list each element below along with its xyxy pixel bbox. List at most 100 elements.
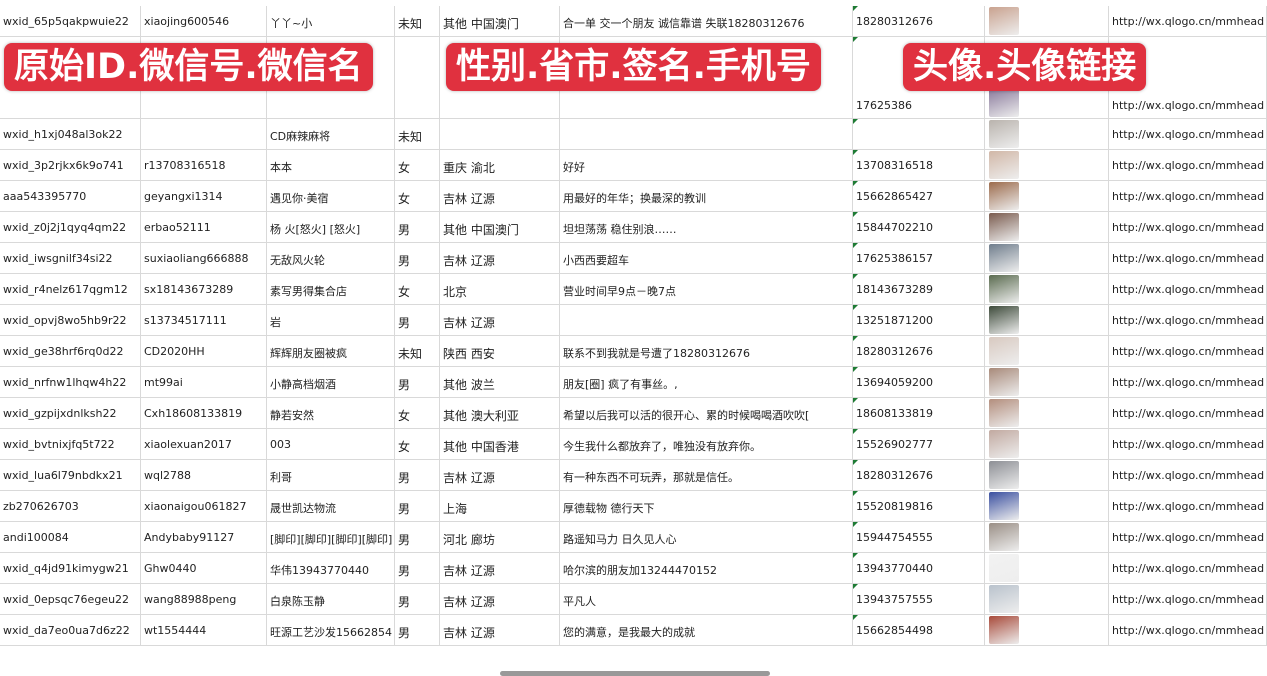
region-cell[interactable]: 上海 [440, 491, 560, 521]
wechat-name-cell[interactable]: 素写男得集合店 [267, 274, 395, 304]
avatar-url-cell[interactable]: http://wx.qlogo.cn/mmhead [1109, 584, 1267, 614]
avatar-cell[interactable] [985, 305, 1109, 335]
wechat-name-cell[interactable]: CD麻辣麻将 [267, 119, 395, 149]
original-id-cell[interactable]: wxid_gzpijxdnlksh22 [0, 398, 141, 428]
original-id-cell[interactable]: wxid_0epsqc76egeu22 [0, 584, 141, 614]
gender-cell[interactable]: 男 [395, 615, 440, 645]
original-id-cell[interactable]: wxid_r4nelz617qgm12 [0, 274, 141, 304]
avatar-cell[interactable] [985, 429, 1109, 459]
avatar-cell[interactable] [985, 398, 1109, 428]
wechat-id-cell[interactable]: wt1554444 [141, 615, 267, 645]
avatar-url-cell[interactable]: http://wx.qlogo.cn/mmhead [1109, 305, 1267, 335]
signature-cell[interactable] [560, 119, 853, 149]
avatar-cell[interactable] [985, 150, 1109, 180]
phone-cell[interactable]: 13694059200 [853, 367, 985, 397]
avatar-url-cell[interactable]: http://wx.qlogo.cn/mmhead [1109, 522, 1267, 552]
avatar-url-cell[interactable]: http://wx.qlogo.cn/mmhead [1109, 336, 1267, 366]
avatar-cell[interactable] [985, 491, 1109, 521]
wechat-id-cell[interactable]: sx18143673289 [141, 274, 267, 304]
original-id-cell[interactable]: wxid_z0j2j1qyq4qm22 [0, 212, 141, 242]
wechat-name-cell[interactable]: 白泉陈玉静 [267, 584, 395, 614]
avatar-url-cell[interactable]: http://wx.qlogo.cn/mmhead [1109, 553, 1267, 583]
original-id-cell[interactable]: andi100084 [0, 522, 141, 552]
original-id-cell[interactable]: wxid_nrfnw1lhqw4h22 [0, 367, 141, 397]
region-cell[interactable]: 吉林 辽源 [440, 243, 560, 273]
region-cell[interactable]: 河北 廊坊 [440, 522, 560, 552]
signature-cell[interactable]: 朋友[圈] 疯了有事丝。, [560, 367, 853, 397]
region-cell[interactable]: 陕西 西安 [440, 336, 560, 366]
avatar-cell[interactable] [985, 553, 1109, 583]
avatar-url-cell[interactable]: http://wx.qlogo.cn/mmhead [1109, 367, 1267, 397]
gender-cell[interactable]: 男 [395, 460, 440, 490]
region-cell[interactable]: 吉林 辽源 [440, 553, 560, 583]
avatar-cell[interactable] [985, 119, 1109, 149]
region-cell[interactable]: 其他 中国澳门 [440, 212, 560, 242]
phone-cell[interactable]: 13708316518 [853, 150, 985, 180]
signature-cell[interactable]: 厚德载物 德行天下 [560, 491, 853, 521]
signature-cell[interactable]: 有一种东西不可玩弄，那就是信任。 [560, 460, 853, 490]
avatar-cell[interactable] [985, 584, 1109, 614]
region-cell[interactable] [440, 119, 560, 149]
phone-cell[interactable]: 15662865427 [853, 181, 985, 211]
wechat-name-cell[interactable]: 丫丫~小 [267, 6, 395, 36]
phone-cell[interactable]: 15844702210 [853, 212, 985, 242]
wechat-name-cell[interactable]: 旺源工艺沙发15662854 [267, 615, 395, 645]
phone-cell[interactable]: 18608133819 [853, 398, 985, 428]
region-cell[interactable]: 其他 中国香港 [440, 429, 560, 459]
signature-cell[interactable] [560, 305, 853, 335]
original-id-cell[interactable]: aaa543395770 [0, 181, 141, 211]
region-cell[interactable]: 其他 波兰 [440, 367, 560, 397]
avatar-url-cell[interactable]: http://wx.qlogo.cn/mmhead [1109, 243, 1267, 273]
original-id-cell[interactable]: wxid_ge38hrf6rq0d22 [0, 336, 141, 366]
original-id-cell[interactable]: wxid_iwsgnilf34si22 [0, 243, 141, 273]
gender-cell[interactable]: 女 [395, 274, 440, 304]
gender-cell[interactable]: 男 [395, 522, 440, 552]
gender-cell[interactable]: 男 [395, 212, 440, 242]
avatar-url-cell[interactable]: http://wx.qlogo.cn/mmhead [1109, 460, 1267, 490]
phone-cell[interactable]: 18280312676 [853, 6, 985, 36]
signature-cell[interactable]: 合一单 交一个朋友 诚信靠谱 失联18280312676 [560, 6, 853, 36]
original-id-cell[interactable]: zb270626703 [0, 491, 141, 521]
phone-cell[interactable]: 15944754555 [853, 522, 985, 552]
wechat-name-cell[interactable]: 003 [267, 429, 395, 459]
gender-cell[interactable]: 男 [395, 553, 440, 583]
signature-cell[interactable]: 坦坦荡荡 稳住别浪…… [560, 212, 853, 242]
wechat-name-cell[interactable]: 晟世凯达物流 [267, 491, 395, 521]
phone-cell[interactable]: 18143673289 [853, 274, 985, 304]
wechat-id-cell[interactable]: geyangxi1314 [141, 181, 267, 211]
phone-cell[interactable]: 17625386157 [853, 243, 985, 273]
wechat-id-cell[interactable]: s13734517111 [141, 305, 267, 335]
original-id-cell[interactable]: wxid_bvtnixjfq5t722 [0, 429, 141, 459]
original-id-cell[interactable]: wxid_opvj8wo5hb9r22 [0, 305, 141, 335]
region-cell[interactable]: 吉林 辽源 [440, 305, 560, 335]
phone-cell[interactable]: 18280312676 [853, 336, 985, 366]
region-cell[interactable]: 吉林 辽源 [440, 181, 560, 211]
region-cell[interactable]: 其他 中国澳门 [440, 6, 560, 36]
region-cell[interactable]: 吉林 辽源 [440, 584, 560, 614]
signature-cell[interactable]: 哈尔滨的朋友加13244470152 [560, 553, 853, 583]
region-cell[interactable]: 重庆 渝北 [440, 150, 560, 180]
region-cell[interactable]: 吉林 辽源 [440, 460, 560, 490]
gender-cell[interactable]: 未知 [395, 336, 440, 366]
wechat-id-cell[interactable]: suxiaoliang666888 [141, 243, 267, 273]
wechat-name-cell[interactable]: 静若安然 [267, 398, 395, 428]
signature-cell[interactable]: 用最好的年华；换最深的教训 [560, 181, 853, 211]
phone-cell[interactable]: 13943757555 [853, 584, 985, 614]
gender-cell[interactable]: 女 [395, 398, 440, 428]
phone-cell[interactable] [853, 119, 985, 149]
avatar-cell[interactable] [985, 615, 1109, 645]
wechat-id-cell[interactable]: CD2020HH [141, 336, 267, 366]
phone-cell[interactable]: 15520819816 [853, 491, 985, 521]
signature-cell[interactable]: 希望以后我可以活的很开心、累的时候喝喝酒吹吹[ [560, 398, 853, 428]
avatar-url-cell[interactable]: http://wx.qlogo.cn/mmhead [1109, 615, 1267, 645]
wechat-name-cell[interactable]: 遇见你·美宿 [267, 181, 395, 211]
gender-cell[interactable]: 男 [395, 491, 440, 521]
wechat-id-cell[interactable] [141, 119, 267, 149]
avatar-cell[interactable] [985, 336, 1109, 366]
avatar-cell[interactable] [985, 367, 1109, 397]
wechat-name-cell[interactable]: 杨 火[怒火] [怒火] [267, 212, 395, 242]
wechat-id-cell[interactable]: wang88988peng [141, 584, 267, 614]
avatar-cell[interactable] [985, 274, 1109, 304]
original-id-cell[interactable]: wxid_65p5qakpwuie22 [0, 6, 141, 36]
wechat-name-cell[interactable] [267, 37, 395, 118]
